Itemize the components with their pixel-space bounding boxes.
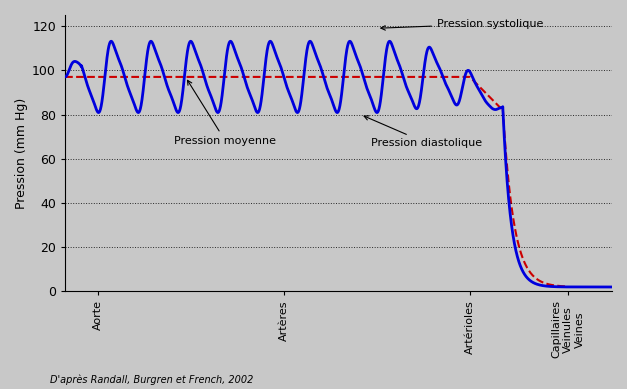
Text: Pression diastolique: Pression diastolique bbox=[364, 116, 482, 148]
Text: D'après Randall, Burgren et French, 2002: D'après Randall, Burgren et French, 2002 bbox=[50, 375, 253, 385]
Text: Pression moyenne: Pression moyenne bbox=[174, 80, 277, 146]
Text: Pression systolique: Pression systolique bbox=[381, 19, 544, 30]
Y-axis label: Pression (mm Hg): Pression (mm Hg) bbox=[15, 98, 28, 209]
